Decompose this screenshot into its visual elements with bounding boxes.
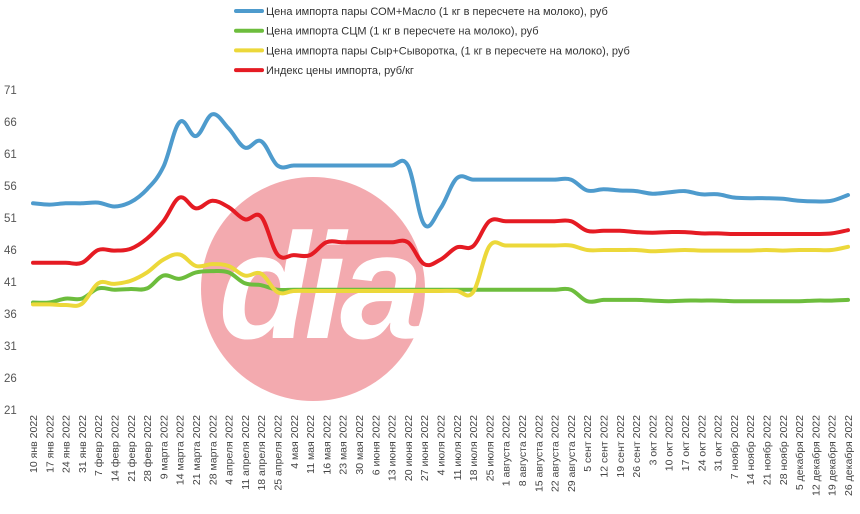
- y-tick-label: 21: [4, 405, 17, 417]
- x-tick-label: 30 мая 2022: [354, 415, 366, 475]
- y-tick-label: 36: [4, 309, 17, 321]
- y-tick-label: 46: [4, 245, 17, 257]
- x-tick-label: 6 июня 2022: [370, 415, 382, 475]
- x-tick-label: 20 июня 2022: [403, 415, 415, 481]
- x-tick-label: 4 апреля 2022: [224, 415, 236, 485]
- x-tick-label: 4 мая 2022: [289, 415, 301, 469]
- x-tick-label: 14 февр 2022: [110, 415, 122, 482]
- x-tick-label: 27 июня 2022: [419, 415, 431, 481]
- x-tick-label: 25 апреля 2022: [273, 415, 285, 491]
- y-tick-label: 71: [4, 85, 17, 97]
- x-tick-label: 11 мая 2022: [305, 415, 317, 474]
- legend-label: Цена импорта СЦМ (1 кг в пересчете на мо…: [266, 26, 539, 38]
- legend-label: Цена импорта пары СОМ+Масло (1 кг в пере…: [266, 6, 608, 18]
- x-tick-label: 14 марта 2022: [175, 415, 187, 485]
- x-tick-label: 18 июля 2022: [468, 415, 480, 481]
- x-tick-label: 21 ноябр 2022: [762, 415, 774, 485]
- x-tick-label: 11 апреля 2022: [240, 415, 252, 490]
- x-tick-label: 28 марта 2022: [207, 415, 219, 485]
- x-tick-label: 25 июля 2022: [484, 415, 496, 481]
- y-tick-label: 31: [4, 341, 17, 353]
- x-tick-label: 10 янв 2022: [28, 415, 40, 473]
- x-tick-label: 21 февр 2022: [126, 415, 138, 482]
- x-tick-label: 7 февр 2022: [93, 415, 105, 476]
- x-tick-label: 7 ноябр 2022: [729, 415, 741, 479]
- series-line: [31, 268, 850, 305]
- x-tick-label: 28 ноябр 2022: [778, 415, 790, 485]
- x-tick-label: 18 апреля 2022: [256, 415, 268, 491]
- x-tick-label: 17 окт 2022: [680, 415, 692, 471]
- x-tick-label: 22 августа 2022: [550, 415, 562, 492]
- x-tick-label: 24 окт 2022: [696, 415, 708, 471]
- x-tick-label: 12 сент 2022: [599, 415, 611, 478]
- x-tick-label: 23 мая 2022: [338, 415, 350, 475]
- x-tick-label: 19 декабря 2022: [827, 415, 839, 496]
- x-tick-label: 15 августа 2022: [533, 415, 545, 492]
- x-tick-label: 8 августа 2022: [517, 415, 529, 486]
- y-tick-label: 26: [4, 373, 17, 385]
- x-tick-label: 31 окт 2022: [713, 415, 725, 471]
- x-tick-label: 28 февр 2022: [142, 415, 154, 482]
- x-tick-label: 9 марта 2022: [158, 415, 170, 479]
- y-tick-label: 61: [4, 149, 17, 161]
- x-tick-label: 5 декабря 2022: [794, 415, 806, 490]
- x-axis: 10 янв 2022 17 янв 2022 24 янв 2022 31 янв …: [28, 415, 855, 496]
- legend: Цена импорта пары СОМ+Масло (1 кг в пере…: [234, 6, 630, 77]
- x-tick-label: 29 августа 2022: [566, 415, 578, 492]
- x-tick-label: 24 янв 2022: [61, 415, 73, 473]
- x-tick-label: 11 июля 2022: [452, 415, 464, 481]
- x-tick-label: 16 мая 2022: [321, 415, 333, 475]
- legend-label: Цена импорта пары Сыр+Сыворотка, (1 кг в…: [266, 45, 630, 57]
- x-tick-label: 13 июня 2022: [387, 415, 399, 481]
- series-lines: [31, 112, 850, 308]
- x-tick-label: 26 декабря 2022: [843, 415, 855, 496]
- legend-label: Индекс цены импорта, руб/кг: [266, 65, 414, 77]
- x-tick-label: 1 августа 2022: [501, 415, 513, 486]
- x-tick-label: 17 янв 2022: [44, 415, 56, 473]
- x-tick-label: 21 марта 2022: [191, 415, 203, 485]
- x-tick-label: 14 ноябр 2022: [745, 415, 757, 485]
- series-line: [31, 195, 850, 268]
- x-tick-label: 3 окт 2022: [647, 415, 659, 466]
- x-tick-label: 4 июля 2022: [436, 415, 448, 476]
- x-tick-label: 10 окт 2022: [664, 415, 676, 471]
- x-tick-label: 31 янв 2022: [77, 415, 89, 473]
- x-tick-label: 5 сент 2022: [582, 415, 594, 472]
- series-line: [31, 240, 850, 308]
- x-tick-label: 12 декабря 2022: [810, 415, 822, 496]
- y-tick-label: 66: [4, 117, 17, 129]
- x-tick-label: 19 сент 2022: [615, 415, 627, 478]
- series-line: [31, 112, 850, 229]
- y-axis: 21 26 31 36 41 46 51 56 61 66 71: [4, 85, 17, 417]
- y-tick-label: 56: [4, 181, 17, 193]
- y-tick-label: 41: [4, 277, 17, 289]
- y-tick-label: 51: [4, 213, 17, 225]
- x-tick-label: 26 сент 2022: [631, 415, 643, 478]
